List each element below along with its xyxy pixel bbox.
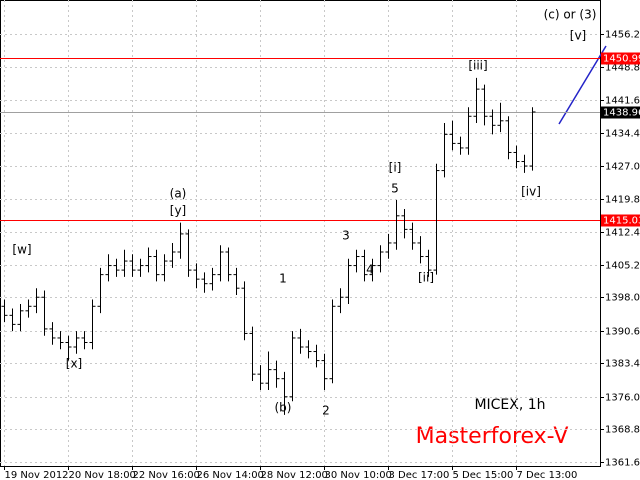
wave-label: [y] bbox=[170, 204, 186, 218]
wave-label: 5 bbox=[391, 182, 399, 196]
x-tick-label: 7 Dec 13:00 bbox=[517, 470, 578, 480]
wave-label: (b) bbox=[275, 401, 292, 415]
plot-frame bbox=[0, 0, 601, 467]
wave-label: [iv] bbox=[521, 185, 541, 199]
wave-label: [ii] bbox=[418, 271, 434, 285]
y-tick-label: 1419.80 bbox=[605, 195, 640, 206]
watermark: Masterforex-V bbox=[416, 424, 569, 449]
x-tick-label: 26 Nov 14:00 bbox=[197, 470, 264, 480]
y-tick-label: 1427.00 bbox=[605, 162, 640, 173]
y-tick-label: 1376.00 bbox=[605, 393, 640, 404]
y-tick-label: 1448.80 bbox=[605, 63, 640, 74]
level-label-box bbox=[601, 106, 640, 119]
x-tick-label: 28 Nov 12:00 bbox=[261, 470, 328, 480]
wave-label: 3 bbox=[342, 229, 350, 243]
x-tick-label: 20 Nov 18:00 bbox=[69, 470, 136, 480]
y-tick-label: 1456.20 bbox=[605, 30, 640, 41]
y-tick-label: 1398.00 bbox=[605, 293, 640, 304]
x-tick-label: 5 Dec 15:00 bbox=[453, 470, 514, 480]
wave-label: 2 bbox=[322, 404, 330, 418]
level-label: 1450.99 bbox=[603, 54, 640, 65]
wave-label: [i] bbox=[389, 161, 402, 175]
x-tick-label: 3 Dec 17:00 bbox=[389, 470, 450, 480]
y-tick-label: 1383.40 bbox=[605, 359, 640, 370]
wave-label: 1 bbox=[279, 272, 287, 286]
y-tick-label: 1361.60 bbox=[605, 458, 640, 469]
x-tick-label: 22 Nov 16:00 bbox=[133, 470, 200, 480]
wave-label: (a) bbox=[170, 187, 187, 201]
level-label: 1438.96 bbox=[603, 108, 640, 119]
level-label-box bbox=[601, 52, 640, 65]
y-tick-label: 1368.80 bbox=[605, 425, 640, 436]
wave-label: [iii] bbox=[468, 59, 487, 73]
level-label-box bbox=[601, 214, 640, 227]
wave-label: 4 bbox=[366, 263, 374, 277]
y-tick-label: 1390.60 bbox=[605, 327, 640, 338]
y-tick-label: 1441.60 bbox=[605, 96, 640, 107]
y-tick-label: 1412.40 bbox=[605, 228, 640, 239]
wave-label: (c) or (3) bbox=[544, 8, 597, 22]
y-tick-label: 1405.20 bbox=[605, 261, 640, 272]
y-tick-label: 1434.40 bbox=[605, 129, 640, 140]
wave-label: [w] bbox=[12, 243, 31, 257]
x-tick-label: 30 Nov 10:00 bbox=[325, 470, 392, 480]
x-tick-label: 19 Nov 2012 bbox=[5, 470, 69, 480]
wave-label: [v] bbox=[570, 29, 586, 43]
wave-label: [x] bbox=[66, 357, 82, 371]
level-label: 1415.03 bbox=[603, 216, 640, 227]
symbol-label: MICEX, 1h bbox=[474, 397, 545, 413]
